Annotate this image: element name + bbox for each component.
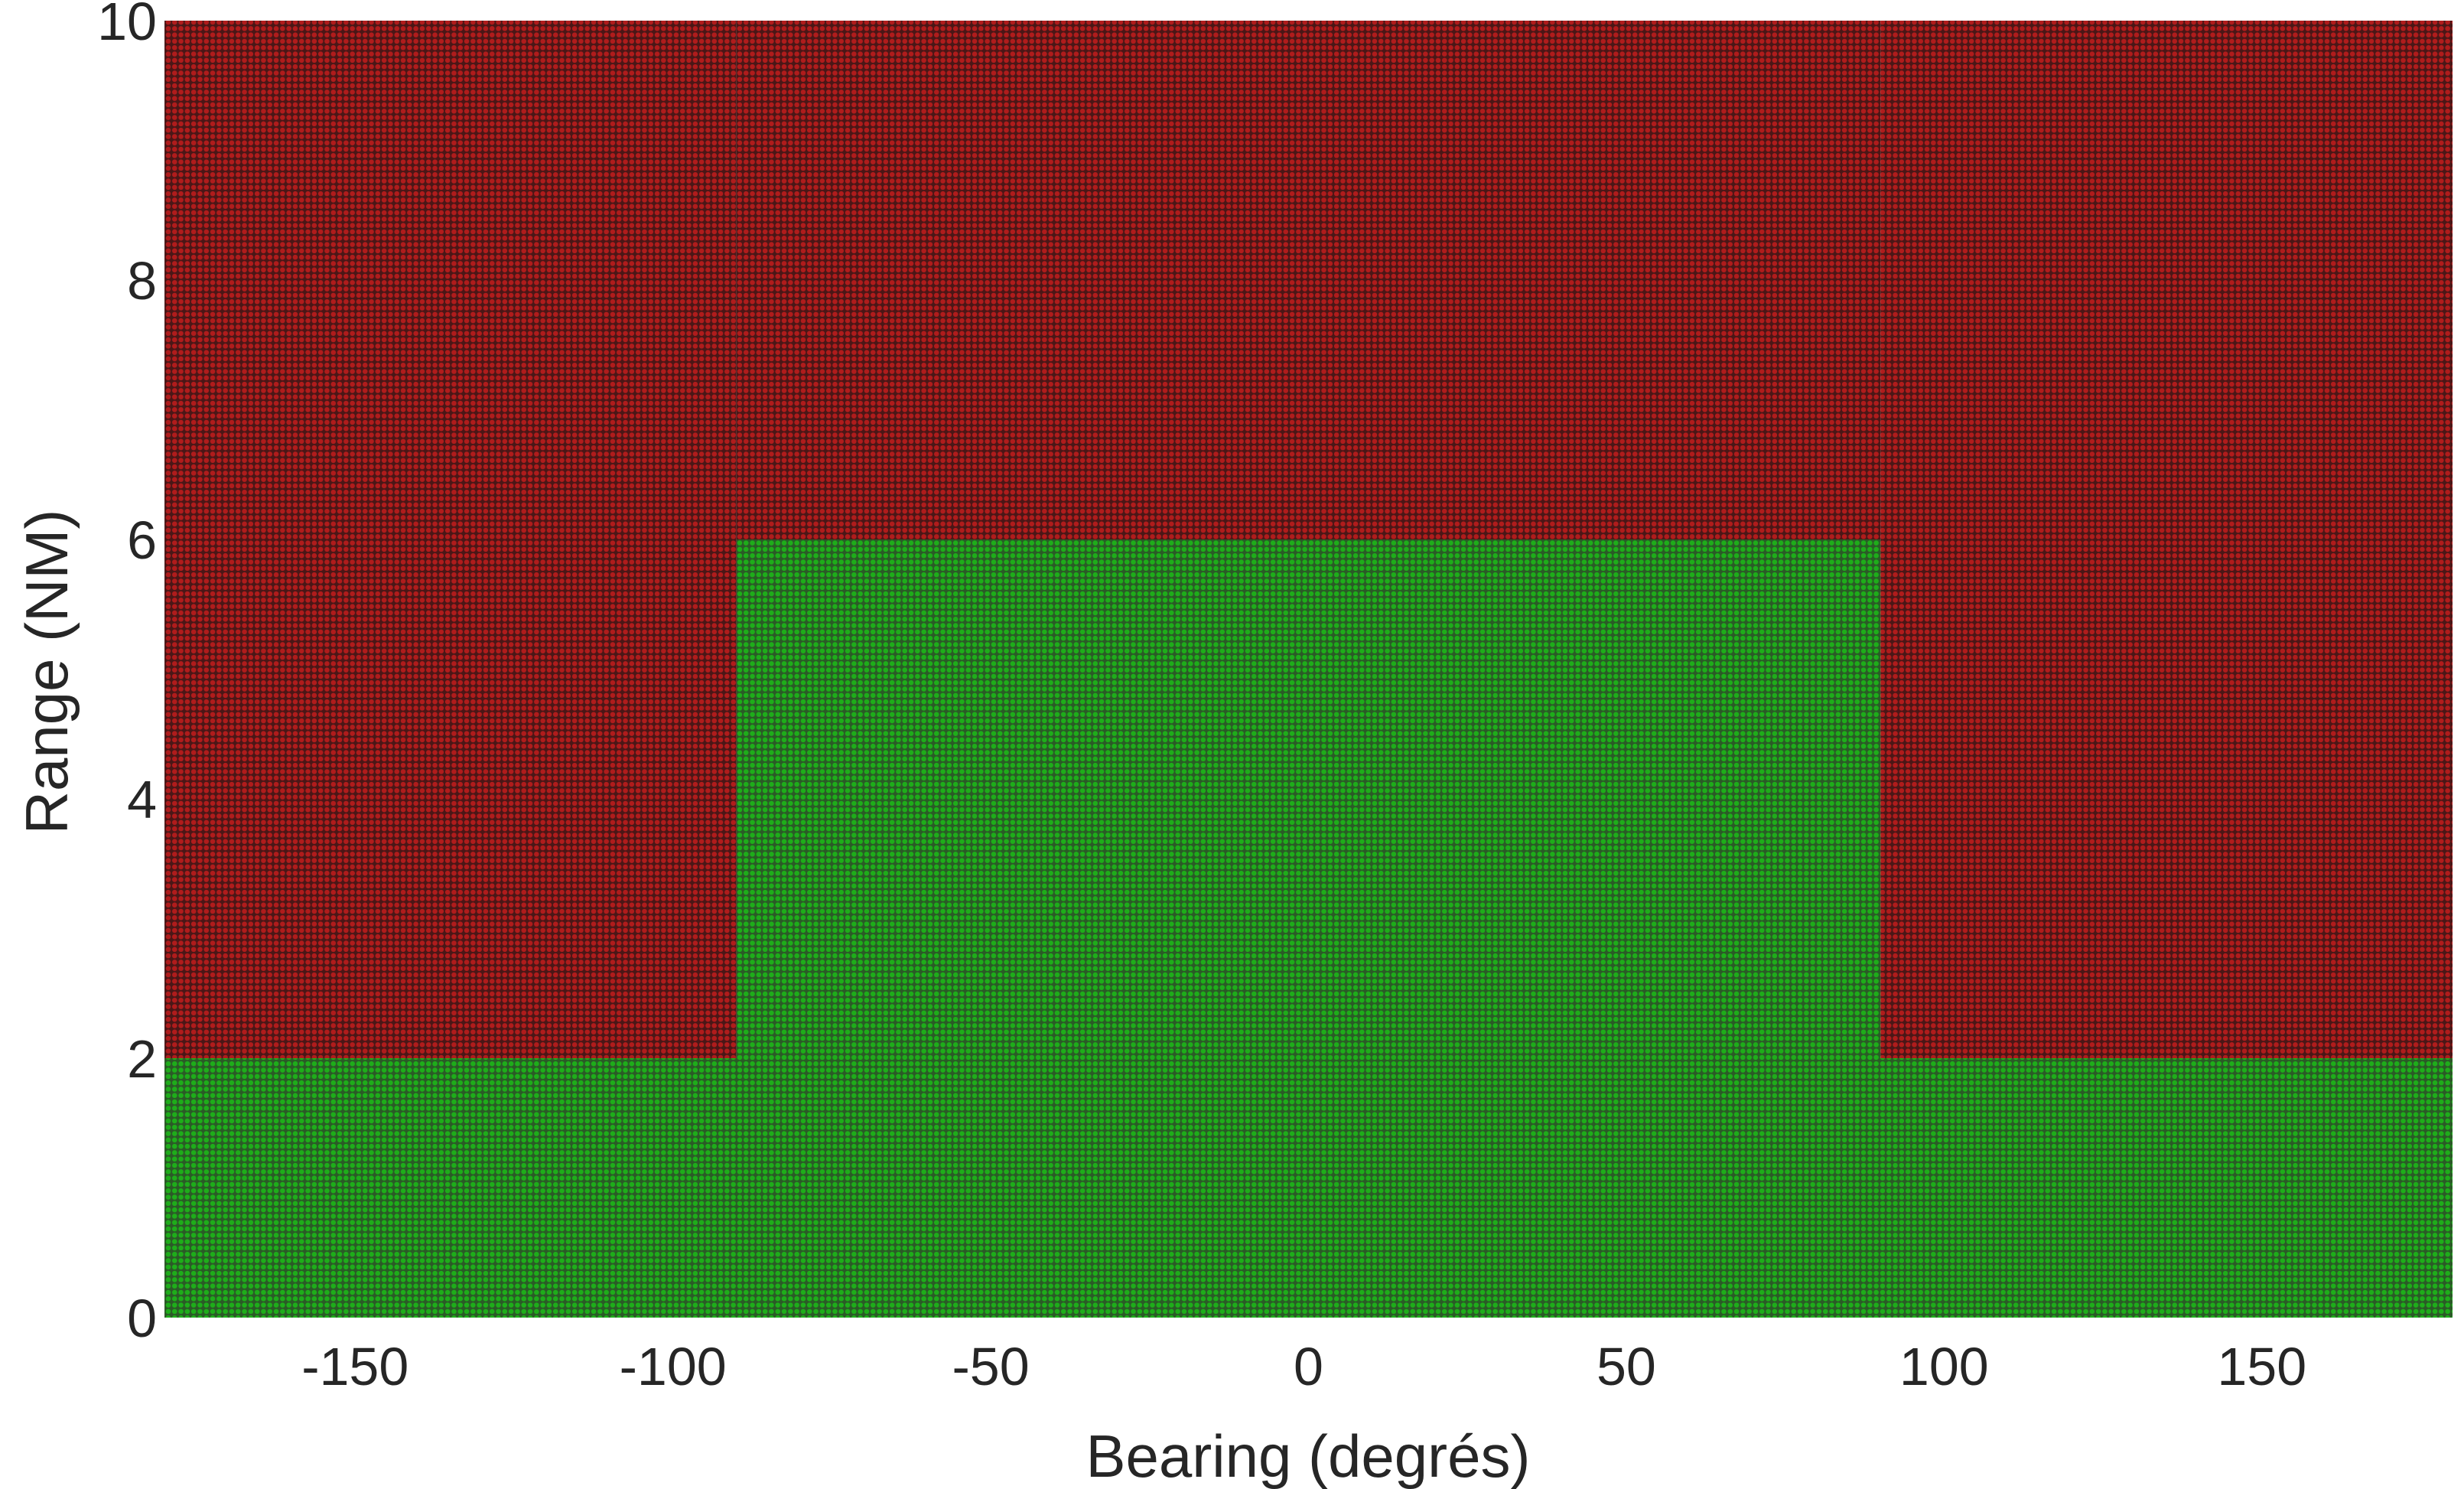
x-tick-label: -100 [620, 1337, 727, 1396]
x-tick-label: 50 [1597, 1337, 1656, 1396]
y-tick-label: 0 [127, 1289, 157, 1348]
green-marker-region [164, 1058, 2453, 1318]
y-axis-ticks: 0 2 4 6 8 10 [97, 0, 157, 1348]
x-axis-label: Bearing (degrés) [1086, 1422, 1531, 1489]
x-tick-label: -150 [301, 1337, 408, 1396]
red-marker-region [164, 21, 737, 1058]
green-marker-region [736, 539, 1881, 1058]
x-tick-label: -50 [952, 1337, 1029, 1396]
y-tick-label: 8 [127, 251, 157, 311]
y-axis-label: Range (NM) [13, 510, 80, 835]
x-tick-label: 150 [2217, 1337, 2306, 1396]
x-tick-label: 100 [1899, 1337, 1989, 1396]
x-tick-label: 0 [1294, 1337, 1323, 1396]
x-axis-ticks: -150 -100 -50 0 50 100 150 [301, 1337, 2306, 1396]
y-tick-label: 2 [127, 1029, 157, 1089]
red-marker-region [736, 21, 1881, 539]
y-tick-label: 10 [97, 0, 157, 51]
y-tick-label: 6 [127, 510, 157, 570]
plot-area [164, 21, 2453, 1318]
y-tick-label: 4 [127, 770, 157, 829]
red-marker-region [1880, 21, 2453, 1058]
